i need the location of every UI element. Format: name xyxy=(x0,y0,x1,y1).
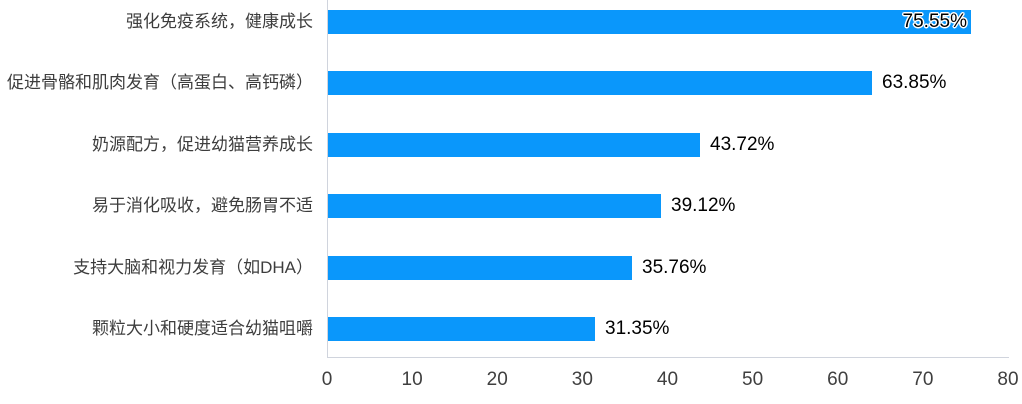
value-label: 63.85% xyxy=(882,72,947,93)
bar-segment xyxy=(328,71,872,95)
plot-area: 75.55% 63.85% 43.72% 39.12% 35.76% 31.35% xyxy=(327,0,1009,358)
value-label: 35.76% xyxy=(642,257,707,278)
bar-segment xyxy=(328,256,632,280)
category-label: 促进骨骼和肌肉发育（高蛋白、高钙磷） xyxy=(7,73,313,92)
x-tick-label: 10 xyxy=(401,369,423,390)
x-tick-label: 30 xyxy=(571,369,593,390)
x-tick-label: 70 xyxy=(912,369,934,390)
value-label: 43.72% xyxy=(710,134,775,155)
value-label: 31.35% xyxy=(605,318,670,339)
x-tick-label: 50 xyxy=(742,369,764,390)
bar-segment xyxy=(328,10,971,34)
x-tick-label: 20 xyxy=(486,369,508,390)
bar-segment xyxy=(328,194,661,218)
x-tick-label: 40 xyxy=(656,369,679,390)
category-label: 支持大脑和视力发育（如DHA） xyxy=(73,258,313,277)
category-label: 奶源配方，促进幼猫营养成长 xyxy=(92,135,313,154)
category-label: 易于消化吸收，避免肠胃不适 xyxy=(92,196,313,215)
value-label: 75.55% xyxy=(902,11,967,32)
x-tick-label: 0 xyxy=(321,369,333,390)
bar-segment xyxy=(328,133,700,157)
bar-segment xyxy=(328,317,595,341)
category-label: 颗粒大小和硬度适合幼猫咀嚼 xyxy=(92,319,313,338)
x-tick-label: 80 xyxy=(997,369,1019,390)
category-label: 强化免疫系统，健康成长 xyxy=(126,12,313,31)
value-label: 39.12% xyxy=(671,195,736,216)
x-tick-label: 60 xyxy=(827,369,849,390)
